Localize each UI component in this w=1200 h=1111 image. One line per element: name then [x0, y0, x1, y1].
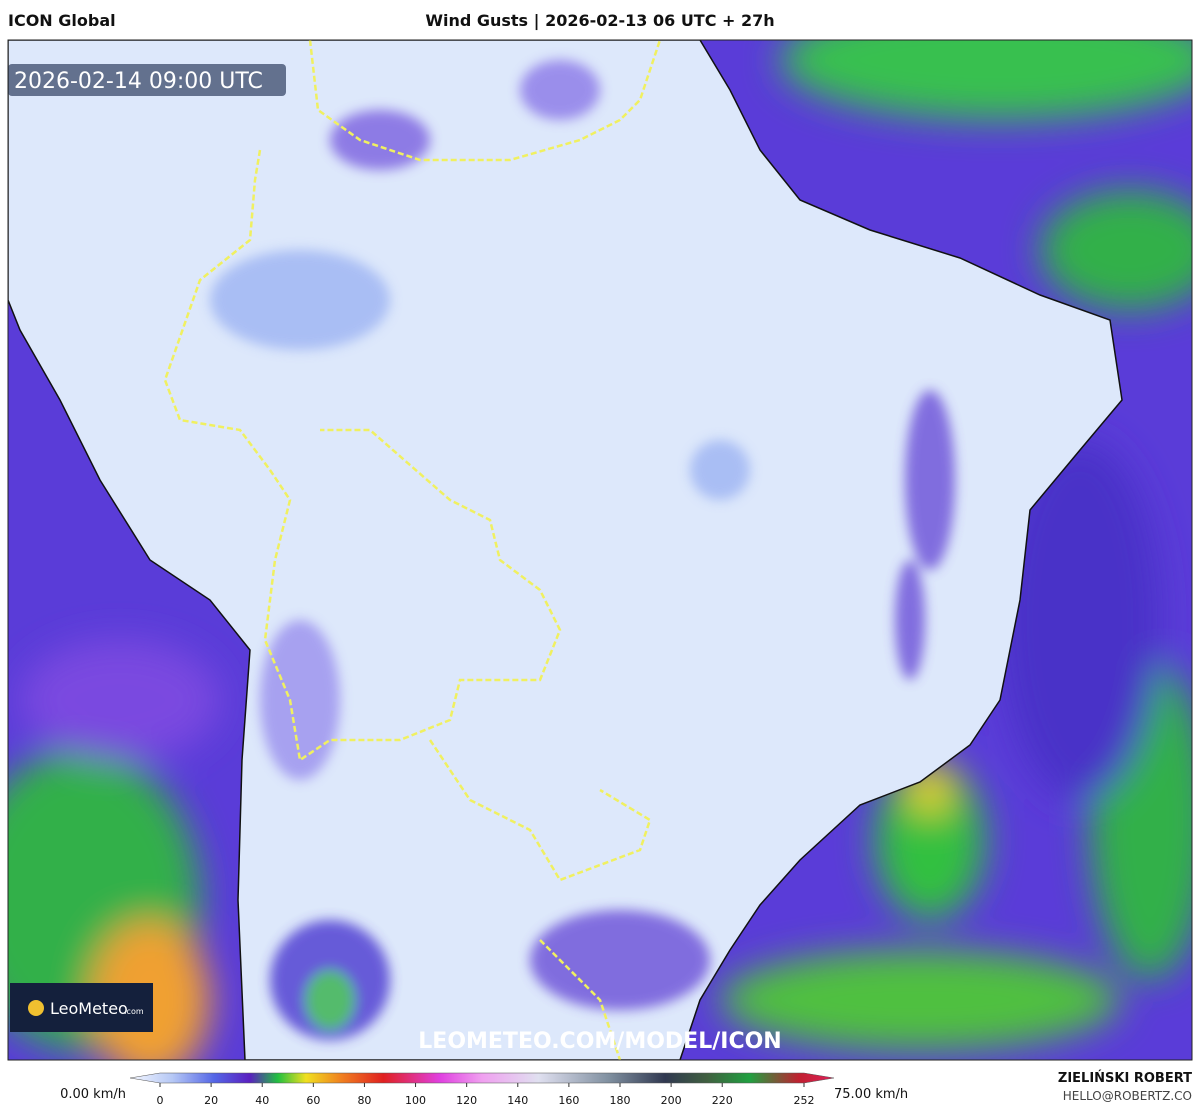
- colorbar-tick-label: 20: [204, 1094, 218, 1107]
- logo-suffix: .com: [124, 1007, 144, 1016]
- colorbar-tick-label: 180: [610, 1094, 631, 1107]
- colorbar-min: 0.00 km/h: [60, 1087, 126, 1102]
- colorbar-tick-label: 252: [794, 1094, 815, 1107]
- map-title: Wind Gusts | 2026-02-13 06 UTC + 27h: [425, 11, 774, 31]
- colorbar-tick-label: 80: [357, 1094, 371, 1107]
- email: HELLO@ROBERTZ.CO: [1063, 1089, 1192, 1103]
- borders: [163, 40, 662, 1060]
- colorbar-max: 75.00 km/h: [834, 1087, 908, 1102]
- colorbar-tick-label: 140: [507, 1094, 528, 1107]
- logo-name: LeoMeteo: [50, 999, 128, 1018]
- colorbar-tick-label: 220: [712, 1094, 733, 1107]
- map: 2026-02-14 09:00 UTC LeoMeteo .com LEOME…: [8, 40, 1192, 1060]
- map-frame: [7, 39, 1193, 1061]
- land-gusts: [210, 60, 955, 1040]
- colorbar-tick-label: 100: [405, 1094, 426, 1107]
- colorbar-tick-label: 40: [255, 1094, 269, 1107]
- author: ZIELIŃSKI ROBERT: [1058, 1070, 1192, 1086]
- model-name: ICON Global: [8, 11, 116, 30]
- colorbar-tick-label: 60: [306, 1094, 320, 1107]
- colorbar-tick-label: 0: [157, 1094, 164, 1107]
- colorbar-tick-label: 200: [661, 1094, 682, 1107]
- colorbar-tick-label: 160: [558, 1094, 579, 1107]
- wind-field: [8, 40, 1192, 1060]
- colorbar: [129, 1072, 835, 1084]
- timestamp: 2026-02-14 09:00 UTC: [14, 69, 263, 94]
- timestamp-box: [8, 64, 286, 96]
- logo-sun: [28, 1000, 44, 1016]
- watermark: LEOMETEO.COM/MODEL/ICON: [418, 1029, 781, 1054]
- colorbar-tick-label: 120: [456, 1094, 477, 1107]
